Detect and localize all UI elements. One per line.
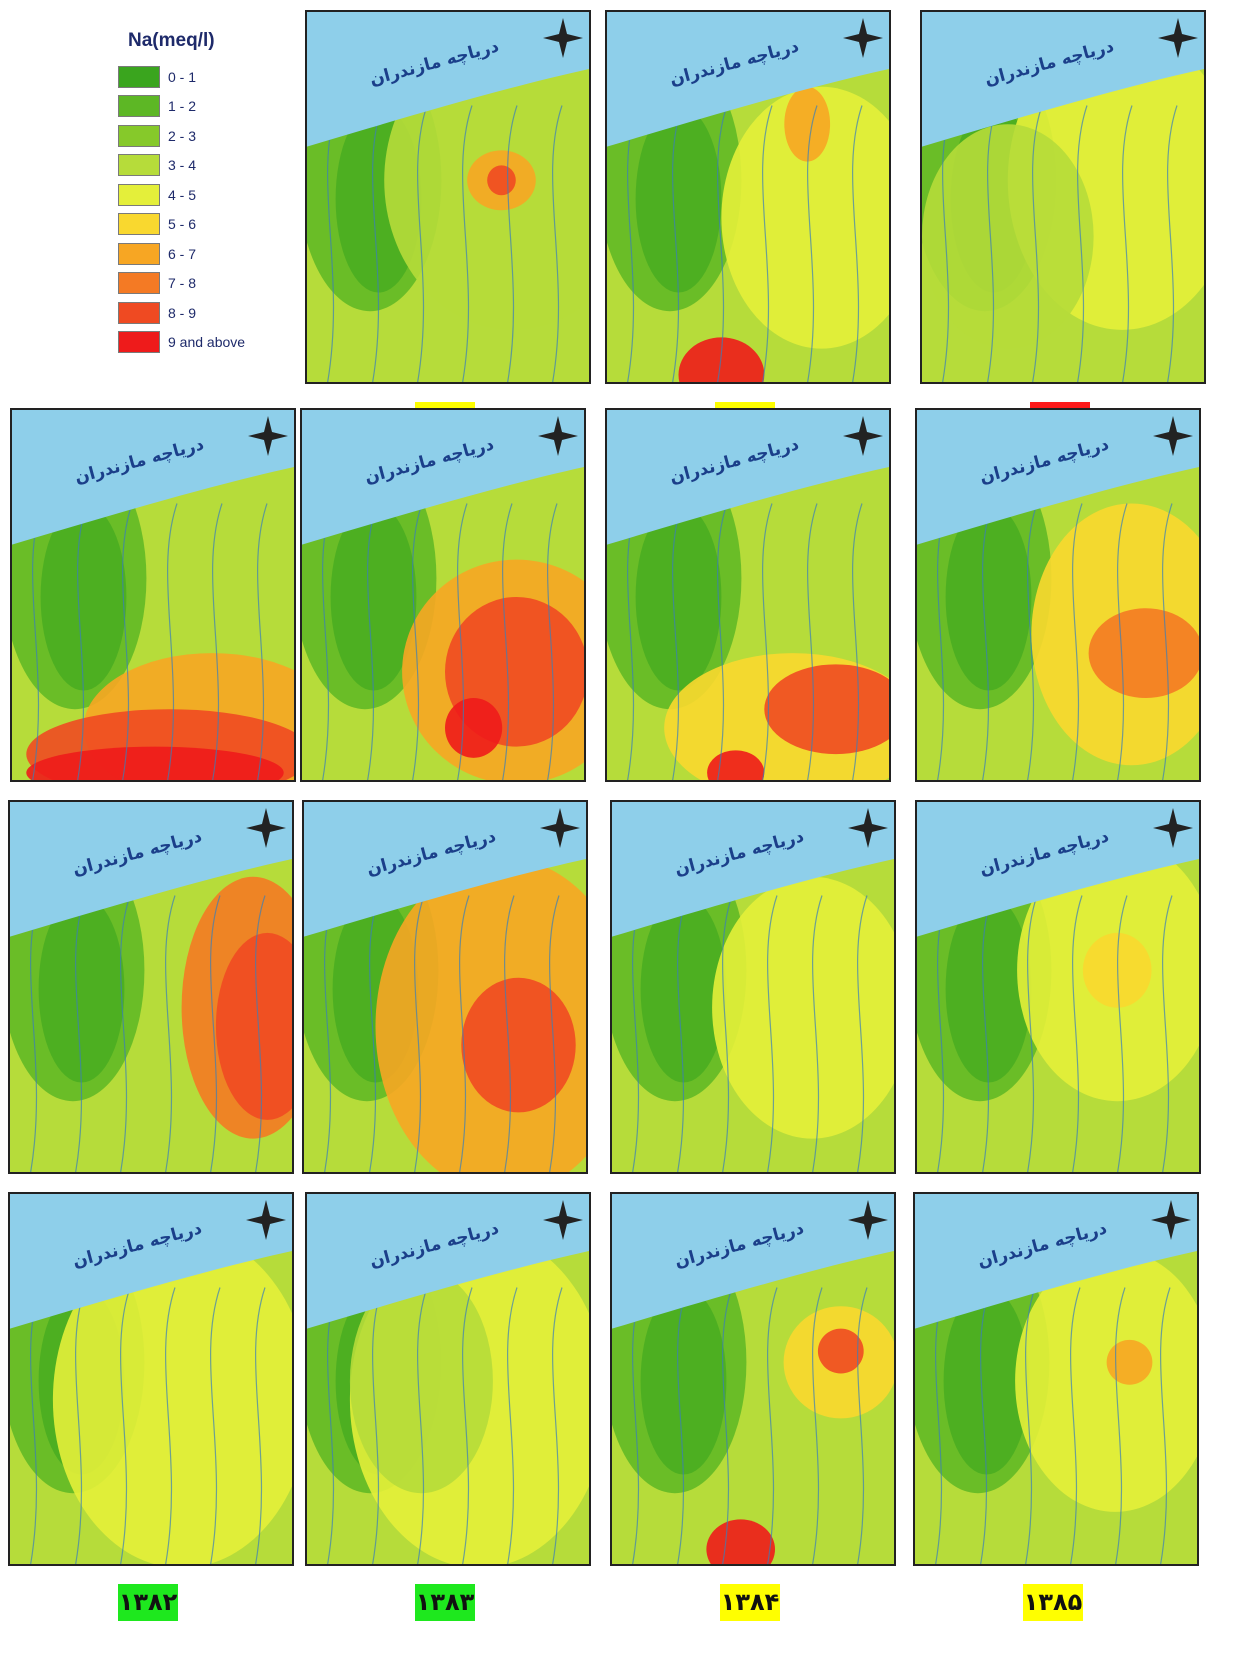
map-panel: دریاچه مازندران۱۳۷۹ (302, 800, 592, 1230)
legend-rows: 0 - 1 1 - 2 2 - 3 3 - 4 4 - 5 5 - 6 6 - 7 7 - 8… (118, 62, 288, 357)
caspian-sea (612, 802, 894, 937)
north-arrow-icon (246, 1200, 286, 1240)
north-arrow-icon (540, 808, 580, 848)
map-panel: دریاچه مازندران۱۳۶۸ (920, 10, 1210, 440)
map-panel: دریاچه مازندران ۱۳۸۲ (8, 1192, 298, 1622)
year-label: ۱۳۸۳ (415, 1584, 475, 1621)
map-panel: دریاچه مازندران ۱۳۸۴ (610, 1192, 900, 1622)
caspian-sea (10, 1194, 292, 1329)
legend-swatch (118, 301, 160, 324)
north-arrow-icon (538, 416, 578, 456)
map-panel: دریاچه مازندران۱۳۶۷ (605, 10, 895, 440)
map-panel: دریاچه مازندران۱۳۶۶ (305, 10, 595, 440)
legend-swatch (118, 183, 160, 206)
north-arrow-icon (543, 18, 583, 58)
sodium-map: دریاچه مازندران (305, 10, 591, 384)
north-arrow-icon (843, 18, 883, 58)
map-panel: دریاچه مازندران۱۳۸۰ (610, 800, 900, 1230)
north-arrow-icon (1151, 1200, 1191, 1240)
legend-title: Na(meq/l) (128, 30, 215, 51)
legend-swatch (118, 242, 160, 265)
caspian-sea (612, 1194, 894, 1329)
caspian-sea (10, 802, 292, 937)
map-panel: دریاچه مازندران ۱۳۸۳ (305, 1192, 595, 1622)
legend-label: 9 and above (168, 334, 246, 351)
year-label: ۱۳۸۲ (118, 1584, 178, 1621)
north-arrow-icon (248, 416, 288, 456)
legend: Na(meq/l) 0 - 1 1 - 2 2 - 3 3 - 4 4 - 5 5 - 6… (118, 30, 288, 360)
legend-swatch (118, 154, 160, 177)
map-panel: دریاچه مازندران۱۳۷۷ (915, 408, 1205, 838)
sodium-map: دریاچه مازندران (302, 800, 588, 1174)
year-label: ۱۳۸۴ (720, 1584, 780, 1621)
legend-swatch (118, 331, 160, 354)
legend-item: 8 - 9 (118, 298, 288, 328)
caspian-sea (917, 802, 1199, 937)
legend-swatch (118, 124, 160, 147)
sodium-map: دریاچه مازندران (915, 408, 1201, 782)
caspian-sea (307, 12, 589, 147)
legend-swatch (118, 95, 160, 118)
north-arrow-icon (848, 1200, 888, 1240)
sodium-map: دریاچه مازندران (8, 1192, 294, 1566)
legend-swatch (118, 272, 160, 295)
legend-swatch (118, 65, 160, 88)
caspian-sea (915, 1194, 1197, 1329)
legend-item: 7 - 8 (118, 269, 288, 299)
legend-item: 6 - 7 (118, 239, 288, 269)
caspian-sea (304, 802, 586, 937)
legend-item: 1 - 2 (118, 92, 288, 122)
legend-label: 0 - 1 (168, 68, 197, 85)
map-panel: دریاچه مازندران۱۳۷۴ (300, 408, 590, 838)
legend-label: 4 - 5 (168, 186, 197, 203)
sodium-map: دریاچه مازندران (305, 1192, 591, 1566)
year-label: ۱۳۸۵ (1023, 1584, 1083, 1621)
legend-item: 4 - 5 (118, 180, 288, 210)
north-arrow-icon (1158, 18, 1198, 58)
legend-item: 2 - 3 (118, 121, 288, 151)
sodium-map: دریاچه مازندران (8, 800, 294, 1174)
caspian-sea (302, 410, 584, 545)
map-panel: دریاچه مازندران ۱۳۸۵ (913, 1192, 1203, 1622)
legend-swatch (118, 213, 160, 236)
caspian-sea (917, 410, 1199, 545)
caspian-sea (307, 1194, 589, 1329)
legend-label: 2 - 3 (168, 127, 197, 144)
legend-label: 6 - 7 (168, 245, 197, 262)
caspian-sea (922, 12, 1204, 147)
north-arrow-icon (543, 1200, 583, 1240)
north-arrow-icon (1153, 808, 1193, 848)
caspian-sea (607, 410, 889, 545)
legend-label: 7 - 8 (168, 275, 197, 292)
map-panel: دریاچه مازندران۱۳۷۳ (10, 408, 300, 838)
legend-item: 9 and above (118, 328, 288, 358)
legend-label: 8 - 9 (168, 304, 197, 321)
sodium-map: دریاچه مازندران (10, 408, 296, 782)
legend-label: 1 - 2 (168, 98, 197, 115)
map-panel: دریاچه مازندران۱۳۸۱ (915, 800, 1205, 1230)
sodium-map: دریاچه مازندران (913, 1192, 1199, 1566)
sodium-map: دریاچه مازندران (605, 10, 891, 384)
sodium-map: دریاچه مازندران (920, 10, 1206, 384)
map-panel: دریاچه مازندران۱۳۷۶ (605, 408, 895, 838)
sodium-map: دریاچه مازندران (300, 408, 586, 782)
legend-item: 3 - 4 (118, 151, 288, 181)
map-panel: دریاچه مازندران۱۳۷۸ (8, 800, 298, 1230)
sodium-map: دریاچه مازندران (915, 800, 1201, 1174)
north-arrow-icon (1153, 416, 1193, 456)
legend-item: 0 - 1 (118, 62, 288, 92)
sodium-map: دریاچه مازندران (605, 408, 891, 782)
north-arrow-icon (848, 808, 888, 848)
legend-label: 5 - 6 (168, 216, 197, 233)
caspian-sea (12, 410, 294, 545)
legend-label: 3 - 4 (168, 157, 197, 174)
north-arrow-icon (246, 808, 286, 848)
north-arrow-icon (843, 416, 883, 456)
caspian-sea (607, 12, 889, 147)
sodium-map: دریاچه مازندران (610, 1192, 896, 1566)
legend-item: 5 - 6 (118, 210, 288, 240)
sodium-map: دریاچه مازندران (610, 800, 896, 1174)
